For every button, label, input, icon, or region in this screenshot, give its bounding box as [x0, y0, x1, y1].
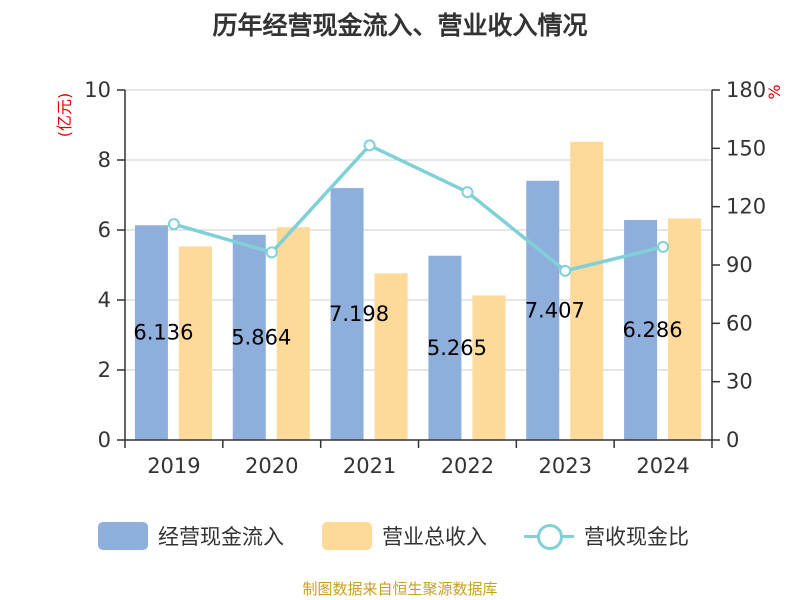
y-axis-left-unit: (亿元): [55, 93, 74, 138]
x-tick-label-2021: 2021: [343, 454, 396, 478]
data-label-cash-inflow-2020: 5.864: [231, 325, 291, 349]
legend-item-ratio[interactable]: 营收现金比: [524, 516, 689, 556]
data-label-cash-inflow-2024: 6.286: [623, 318, 683, 342]
point-ratio-2022: [461, 186, 474, 199]
y-tick-label-right: 0: [726, 428, 739, 452]
point-ratio-2024: [657, 240, 670, 253]
x-tick-label-2024: 2024: [636, 454, 689, 478]
point-ratio-2023: [559, 264, 572, 277]
y-tick-label-right: 60: [726, 311, 753, 335]
y-tick-label-right: 180: [726, 78, 766, 102]
bar-revenue-2024: [668, 218, 702, 440]
bar-revenue-2022: [472, 295, 506, 440]
y-tick-label-right: 30: [726, 370, 753, 394]
y-tick-label-left: 2: [98, 358, 111, 382]
chart-plot: 0 2 4 6 8 10 0 30 60 90 120 150 180 2019 2020 2021 2022 2…: [55, 78, 784, 478]
y-tick-label-right: 90: [726, 253, 753, 277]
x-tick-label-2019: 2019: [147, 454, 200, 478]
x-tick-label-2022: 2022: [441, 454, 494, 478]
data-label-cash-inflow-2023: 7.407: [525, 298, 585, 322]
legend-swatch-cash-inflow: [98, 522, 148, 550]
y-tick-label-left: 0: [98, 428, 111, 452]
data-source-note: 制图数据来自恒生聚源数据库: [302, 580, 498, 598]
point-ratio-2021: [363, 139, 376, 152]
line-ratio: [173, 143, 664, 273]
bar-revenue-2020: [276, 227, 310, 440]
bar-cash-inflow-2022: [428, 255, 462, 440]
data-label-cash-inflow-2022: 5.265: [427, 336, 487, 360]
bar-cash-inflow-2023: [526, 180, 560, 440]
legend-label-revenue: 营业总收入: [382, 525, 487, 549]
y-tick-label-left: 8: [98, 148, 111, 172]
bar-revenue-2021: [374, 273, 408, 440]
legend-swatch-revenue: [322, 522, 372, 550]
legend-item-revenue[interactable]: 营业总收入: [322, 516, 487, 556]
point-ratio-2020: [265, 246, 278, 259]
bar-cash-inflow-2020: [232, 234, 266, 440]
legend-label-cash-inflow: 经营现金流入: [158, 525, 284, 549]
bar-revenue-2019: [178, 246, 212, 440]
y-tick-label-right: 120: [726, 195, 766, 219]
y-tick-label-left: 6: [98, 218, 111, 242]
chart-title: 历年经营现金流入、营业收入情况: [212, 11, 588, 40]
x-tick-label-2023: 2023: [539, 454, 592, 478]
legend-label-ratio: 营收现金比: [584, 525, 689, 549]
legend-item-cash-inflow[interactable]: 经营现金流入: [98, 516, 284, 556]
bar-cash-inflow-2021: [330, 188, 364, 440]
y-axis-right-unit: %: [765, 84, 784, 99]
point-ratio-2019: [167, 218, 180, 231]
x-tick-label-2020: 2020: [245, 454, 298, 478]
bar-cash-inflow-2019: [134, 225, 168, 440]
legend-line-ratio-icon: [524, 522, 574, 550]
y-tick-label-left: 10: [84, 78, 111, 102]
y-tick-label-right: 150: [726, 136, 766, 160]
y-tick-label-left: 4: [98, 288, 111, 312]
data-label-cash-inflow-2019: 6.136: [133, 321, 193, 345]
bar-revenue-2023: [570, 141, 604, 441]
data-label-cash-inflow-2021: 7.198: [329, 302, 389, 326]
chart-legend: 经营现金流入 营业总收入 营收现金比: [0, 516, 800, 556]
